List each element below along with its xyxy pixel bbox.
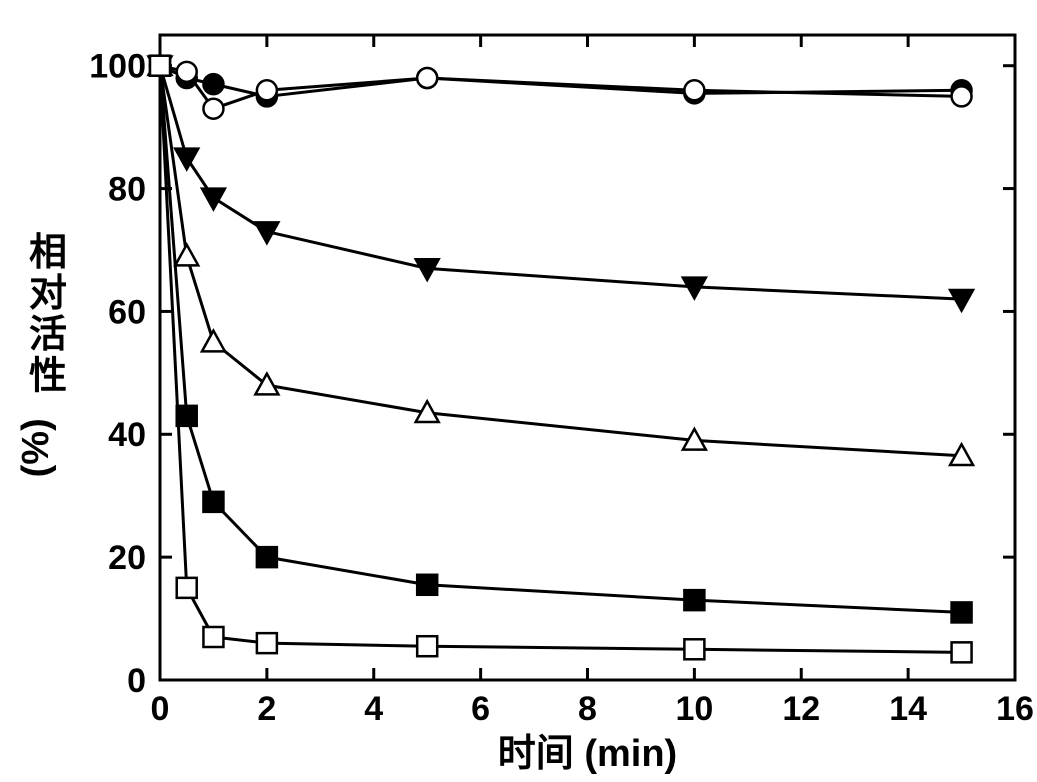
y-axis-title-char: 相 xyxy=(29,232,67,274)
y-tick-label: 20 xyxy=(108,539,146,577)
x-tick-label: 16 xyxy=(996,690,1034,728)
marker-triangle-down xyxy=(202,189,225,210)
marker-square xyxy=(150,56,170,76)
x-axis-title: 时间 (min) xyxy=(498,733,677,775)
marker-square xyxy=(203,492,223,512)
marker-square xyxy=(684,639,704,659)
marker-square xyxy=(952,602,972,622)
y-axis-title-char: 对 xyxy=(29,273,67,315)
series-line-s5_filled_square xyxy=(160,66,962,613)
plot-frame xyxy=(160,35,1015,680)
marker-triangle-down xyxy=(950,290,973,311)
marker-square xyxy=(417,636,437,656)
marker-triangle-up xyxy=(175,245,198,266)
marker-circle xyxy=(203,99,223,119)
marker-square xyxy=(257,547,277,567)
series-line-s2_open_circle xyxy=(160,66,962,109)
x-tick-label: 14 xyxy=(889,690,927,728)
marker-triangle-up xyxy=(202,331,225,352)
marker-triangle-down xyxy=(175,149,198,170)
marker-circle xyxy=(257,80,277,100)
y-axis-title-char: 性 xyxy=(29,355,67,397)
x-tick-label: 10 xyxy=(675,690,713,728)
series-line-s3_filled_down_triangle xyxy=(160,66,962,299)
marker-circle xyxy=(952,86,972,106)
series-line-s4_open_up_triangle xyxy=(160,66,962,456)
marker-square xyxy=(257,633,277,653)
marker-square xyxy=(177,406,197,426)
x-tick-label: 6 xyxy=(471,690,490,728)
series-line-s6_open_square xyxy=(160,66,962,653)
x-tick-label: 4 xyxy=(364,690,383,728)
marker-circle xyxy=(203,74,223,94)
y-tick-label: 80 xyxy=(108,170,146,208)
y-tick-label: 100 xyxy=(89,48,146,86)
series-line-s1_filled_circle xyxy=(160,66,962,97)
marker-square xyxy=(952,642,972,662)
marker-square xyxy=(684,590,704,610)
y-tick-label: 40 xyxy=(108,416,146,454)
marker-square xyxy=(203,627,223,647)
marker-circle xyxy=(417,68,437,88)
x-tick-label: 8 xyxy=(578,690,597,728)
marker-circle xyxy=(684,80,704,100)
marker-square xyxy=(417,575,437,595)
y-axis-title-char: 活 xyxy=(29,314,67,356)
x-tick-label: 2 xyxy=(257,690,276,728)
x-tick-label: 0 xyxy=(151,690,170,728)
marker-square xyxy=(177,578,197,598)
y-axis-title-suffix: (%) xyxy=(15,418,57,477)
y-tick-label: 0 xyxy=(127,662,146,700)
marker-circle xyxy=(177,62,197,82)
x-tick-label: 12 xyxy=(782,690,820,728)
line-chart-svg: 0 2 4 6 8 10 12 14 16 0 20 40 60 80 100 时间 (min) 相对活性 (%) xyxy=(0,0,1037,782)
y-tick-label: 60 xyxy=(108,293,146,331)
chart-container: 0 2 4 6 8 10 12 14 16 0 20 40 60 80 100 时间 (min) 相对活性 (%) xyxy=(0,0,1037,782)
